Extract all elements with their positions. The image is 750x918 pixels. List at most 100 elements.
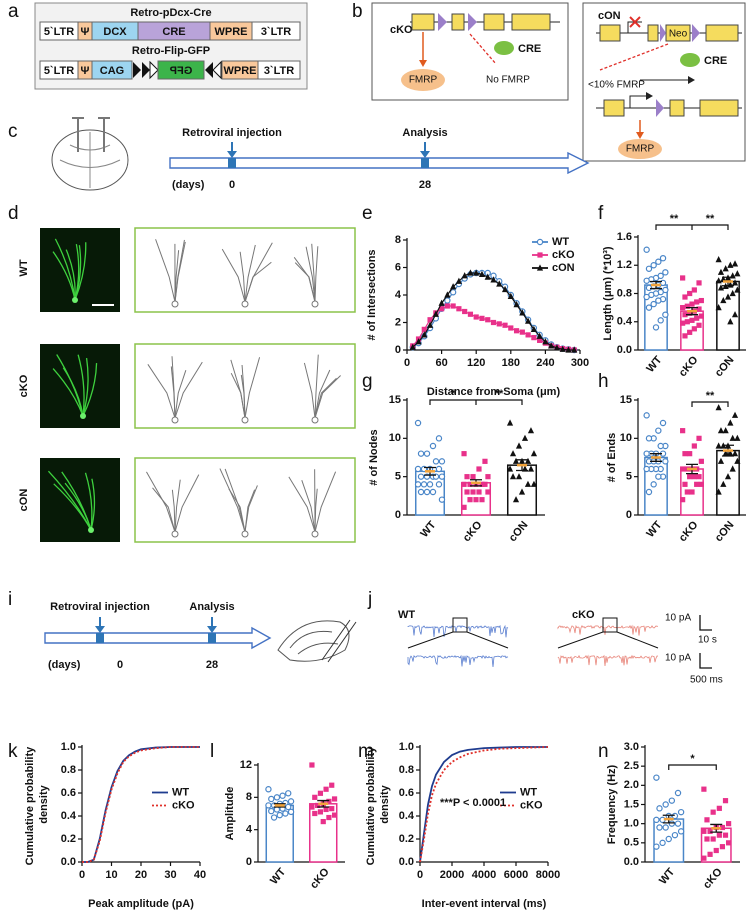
tracing-soma	[311, 300, 319, 308]
arrow-head	[688, 76, 695, 84]
marker	[659, 839, 666, 847]
marker	[536, 264, 544, 271]
marker	[687, 329, 693, 335]
marker	[643, 450, 650, 457]
marker	[329, 782, 335, 788]
marker	[655, 473, 662, 480]
marker	[485, 474, 491, 480]
marker	[531, 335, 537, 341]
marker	[513, 328, 520, 334]
x-tick-label: 4000	[472, 869, 496, 881]
marker	[519, 309, 526, 316]
y-tick-label: 8	[246, 791, 252, 803]
marker	[423, 450, 431, 457]
arrow	[99, 617, 213, 628]
marker	[652, 324, 660, 331]
day-label: 0	[229, 179, 235, 191]
y-tick-label: 15	[620, 394, 632, 406]
x-tick-label: 10	[105, 869, 117, 881]
tracing	[314, 471, 337, 533]
tracing	[155, 239, 176, 303]
arrow-head	[207, 626, 217, 633]
marker	[734, 270, 741, 277]
marker	[662, 801, 669, 808]
marker	[559, 345, 566, 352]
scale-label: 10 pA	[665, 613, 691, 624]
marker	[524, 480, 532, 487]
marker	[438, 496, 446, 503]
dendrite	[82, 357, 89, 417]
lox-site	[692, 24, 700, 42]
marker	[420, 481, 428, 488]
marker	[677, 828, 685, 835]
marker	[524, 457, 532, 464]
marker	[473, 269, 480, 276]
scheme-label: cON	[598, 10, 621, 22]
marker	[696, 306, 702, 312]
marker	[668, 820, 676, 827]
trace	[557, 624, 659, 636]
panel-label: e	[362, 203, 373, 224]
unit-label: (days)	[48, 659, 81, 671]
marker	[716, 805, 722, 811]
y-axis-label: Frequency (Hz)	[606, 764, 618, 844]
significance-bracket	[668, 764, 717, 770]
marker	[655, 258, 662, 265]
marker	[682, 481, 688, 487]
y-tick-label: 1.0	[399, 741, 414, 753]
exon	[699, 99, 739, 117]
dendrite	[53, 483, 92, 531]
y-tick-label: 12	[240, 759, 252, 771]
x-tick-label: cON	[713, 519, 737, 544]
x-tick-label: 40	[194, 869, 206, 881]
marker	[684, 303, 690, 309]
neuron-images: WT cKO cON	[18, 227, 356, 543]
marker	[270, 814, 278, 821]
marker	[727, 318, 734, 325]
marker	[726, 821, 732, 827]
y-tick-label: 6	[395, 261, 401, 273]
day-label: 0	[117, 659, 123, 671]
legend-label: cKO	[520, 799, 543, 811]
y-axis-label: Cumulative probability density	[365, 744, 391, 866]
marker	[682, 451, 688, 457]
trace	[407, 624, 509, 638]
y-tick-label: 10	[620, 432, 632, 444]
marker	[643, 465, 650, 473]
arrow-head	[419, 60, 427, 67]
timeline: Retroviral injection Analysis (days) 0 2…	[51, 117, 590, 191]
x-axis-label: Peak amplitude (pA)	[88, 898, 194, 910]
marker	[698, 313, 704, 319]
construct-element	[251, 21, 301, 41]
marker	[444, 297, 451, 304]
marker	[682, 294, 688, 300]
marker	[331, 796, 338, 802]
time-point	[96, 633, 104, 643]
x-tick-label: 20	[135, 869, 147, 881]
tracing	[244, 357, 261, 419]
marker	[536, 332, 543, 339]
exon	[483, 13, 505, 31]
marker	[329, 806, 335, 812]
marker	[530, 450, 538, 457]
marker	[525, 332, 531, 338]
marker	[479, 481, 485, 487]
marker	[473, 497, 479, 503]
marker	[421, 326, 427, 332]
dendrite	[82, 363, 98, 417]
significance-label: *	[451, 388, 456, 400]
significance-bracket	[429, 399, 523, 405]
marker	[689, 301, 695, 307]
marker	[698, 458, 704, 464]
series-line	[419, 746, 549, 863]
tracing	[303, 362, 316, 419]
marker	[331, 812, 338, 818]
marker	[716, 832, 722, 838]
y-tick-label: 4	[395, 289, 402, 301]
event-label: Retroviral injection	[50, 601, 150, 613]
arrow-head	[636, 132, 644, 139]
marker	[515, 442, 523, 449]
low-fmrp: <10% FMRP	[588, 80, 645, 91]
element-label: Ψ	[81, 65, 90, 77]
marker	[653, 816, 660, 824]
